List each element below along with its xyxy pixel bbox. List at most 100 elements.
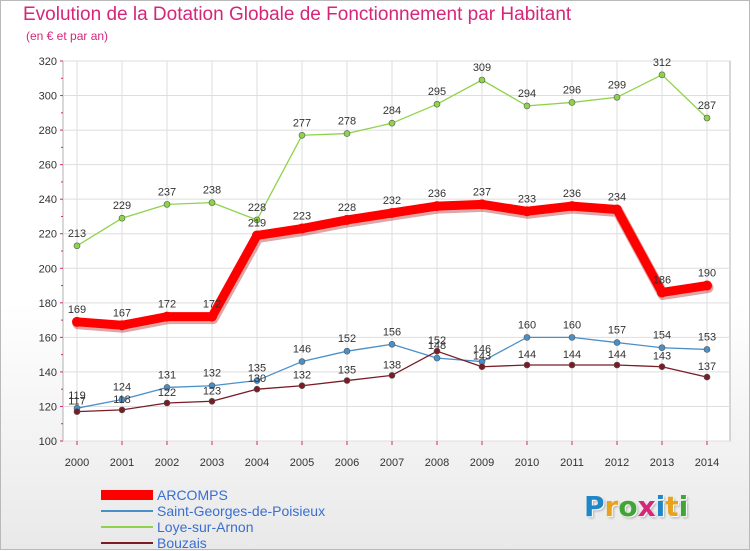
- x-tick-label: 2013: [650, 457, 674, 469]
- legend-item: Bouzais: [101, 535, 401, 551]
- data-label: 143: [653, 351, 671, 363]
- data-label: 135: [248, 363, 266, 375]
- data-point: [343, 130, 351, 137]
- y-tick-label: 260: [39, 160, 57, 172]
- data-label: 186: [653, 274, 671, 286]
- data-point: [703, 373, 711, 381]
- legend-item: Saint-Georges-de-Poisieux: [101, 503, 401, 519]
- data-label: 238: [203, 185, 221, 197]
- plot-area: [62, 60, 731, 442]
- y-tick-label: 320: [39, 56, 57, 68]
- x-tick-label: 2008: [425, 457, 449, 469]
- data-label: 278: [338, 116, 356, 128]
- y-tick-label: 240: [39, 194, 57, 206]
- data-label: 146: [293, 344, 311, 356]
- data-label: 138: [383, 359, 401, 371]
- data-label: 236: [428, 188, 446, 200]
- y-tick-label: 220: [39, 229, 57, 241]
- data-label: 123: [203, 385, 221, 397]
- data-point: [523, 361, 531, 369]
- data-point: [297, 223, 307, 234]
- data-point: [343, 377, 351, 384]
- data-label: 144: [608, 349, 626, 361]
- proxiti-logo: Proxiti: [584, 490, 689, 523]
- data-point: [388, 119, 396, 127]
- data-point: [73, 242, 81, 250]
- data-point: [298, 131, 306, 139]
- data-point: [658, 363, 666, 371]
- x-tick-label: 2012: [605, 457, 629, 469]
- data-point: [522, 206, 532, 217]
- data-label: 137: [698, 361, 716, 373]
- data-label: 152: [338, 333, 356, 345]
- legend-item: Loye-sur-Arnon: [101, 519, 401, 535]
- data-point: [117, 320, 127, 331]
- x-tick-label: 2009: [470, 457, 494, 469]
- legend-swatch: [101, 535, 153, 551]
- data-point: [163, 201, 171, 208]
- data-label: 144: [518, 349, 536, 361]
- data-point: [163, 399, 171, 407]
- data-label: 124: [113, 382, 131, 394]
- x-tick-label: 2007: [380, 457, 404, 469]
- y-tick-label: 160: [39, 332, 57, 344]
- data-label: 132: [293, 370, 311, 382]
- data-point: [568, 334, 576, 341]
- legend-label: Loye-sur-Arnon: [157, 519, 254, 535]
- x-tick-label: 2006: [335, 457, 359, 469]
- data-label: 213: [68, 228, 86, 240]
- y-tick-label: 140: [39, 367, 57, 379]
- x-tick-label: 2014: [695, 457, 719, 469]
- data-point: [253, 377, 261, 384]
- data-label: 117: [68, 396, 86, 408]
- data-label: 237: [473, 186, 491, 198]
- chart-title: Evolution de la Dotation Globale de Fonc…: [23, 4, 572, 25]
- data-point: [612, 204, 622, 215]
- legend-label: Bouzais: [157, 535, 207, 551]
- data-point: [523, 102, 531, 110]
- data-point: [387, 208, 397, 218]
- data-label: 299: [608, 79, 626, 91]
- data-point: [118, 396, 126, 403]
- legend-swatch: [101, 503, 153, 519]
- data-point: [478, 76, 486, 84]
- data-point: [72, 316, 82, 327]
- data-label: 236: [563, 188, 581, 200]
- data-point: [298, 382, 306, 390]
- data-label: 287: [698, 100, 716, 112]
- x-tick-label: 2002: [155, 457, 179, 469]
- data-point: [388, 340, 396, 348]
- data-point: [207, 311, 217, 322]
- data-labels: 169 167 172 172 219 223 228 232 236 237 233 236 234 1…: [68, 57, 716, 408]
- data-label: 233: [518, 193, 536, 205]
- legend-label: Saint-Georges-de-Poisieux: [157, 503, 326, 519]
- chart-subtitle: (en € et par an): [26, 29, 109, 43]
- data-point: [613, 93, 621, 101]
- data-point: [118, 406, 126, 414]
- data-label: 294: [518, 88, 536, 100]
- data-point: [343, 347, 351, 355]
- data-point: [162, 311, 172, 322]
- data-point: [433, 354, 441, 362]
- data-point: [252, 230, 262, 241]
- data-point: [432, 201, 442, 212]
- x-tick-label: 2001: [110, 457, 134, 469]
- data-label: 167: [113, 307, 131, 319]
- data-label: 228: [338, 202, 356, 214]
- data-point: [477, 199, 487, 210]
- data-label: 172: [203, 299, 221, 311]
- y-tick-label: 300: [39, 91, 57, 103]
- legend-item: ARCOMPS: [101, 487, 401, 503]
- data-point: [613, 339, 621, 346]
- x-tick-label: 2003: [200, 457, 224, 469]
- legend: ARCOMPS Saint-Georges-de-Poisieux Loye-sur…: [101, 487, 401, 551]
- data-label: 160: [563, 319, 581, 331]
- legend-swatch: [101, 519, 153, 535]
- y-tick-label: 120: [39, 401, 57, 413]
- data-label: 152: [428, 335, 446, 347]
- data-point: [703, 346, 711, 353]
- data-label: 284: [383, 105, 401, 117]
- data-label: 312: [653, 57, 671, 69]
- data-label: 237: [158, 186, 176, 198]
- data-label: 295: [428, 86, 446, 98]
